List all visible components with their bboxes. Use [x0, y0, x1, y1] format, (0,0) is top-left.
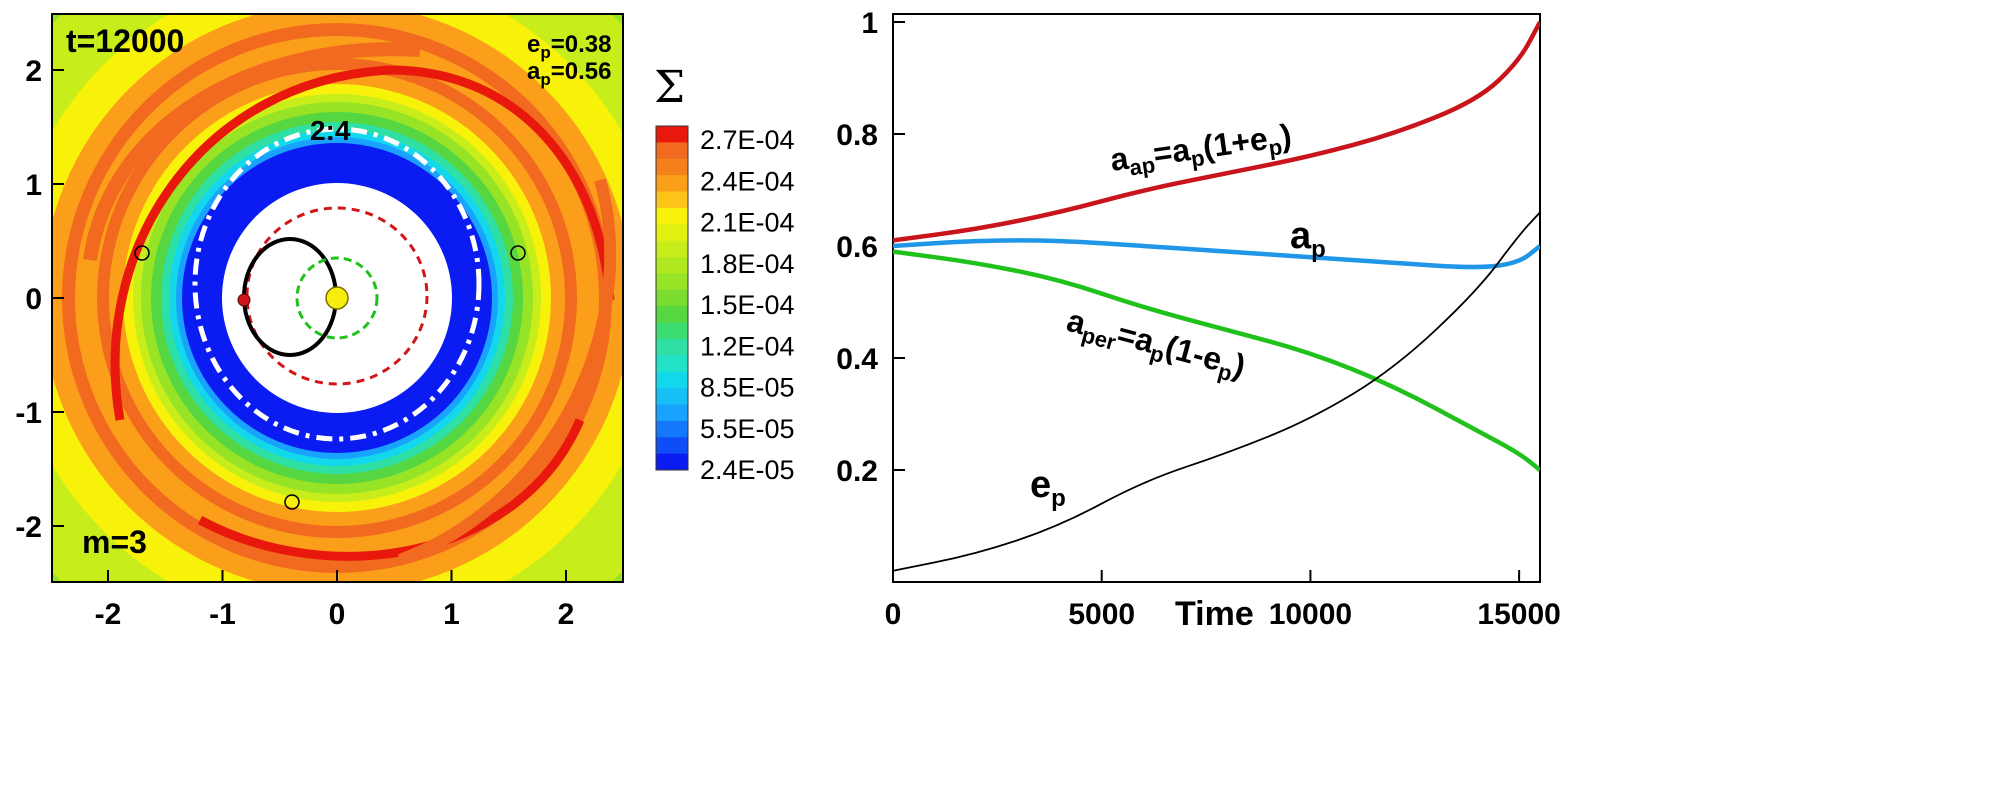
- chart-x-tick-label: 5000: [1068, 598, 1135, 631]
- colorbar-swatch: [656, 420, 688, 438]
- colorbar-level-label: 2.4E-05: [700, 455, 795, 485]
- left-y-tick-label: -1: [15, 397, 42, 430]
- colorbar-swatch: [656, 158, 688, 176]
- colorbar-level-label: 1.8E-04: [700, 249, 795, 279]
- colorbar-level-label: 2.7E-04: [700, 125, 795, 155]
- left-x-tick-label: 1: [443, 598, 460, 631]
- ep-value-label: ep=0.38: [527, 31, 611, 62]
- chart-frame: [892, 13, 1541, 583]
- left-x-tick-label: 0: [329, 598, 346, 631]
- annotation-aap: aap=ap(1+ep): [1108, 117, 1294, 183]
- density-map: [52, 14, 623, 582]
- resonance-ring: [192, 126, 482, 442]
- pericenter-orbit: [295, 256, 379, 340]
- colorbar-labels: 2.7E-04 2.4E-04 2.1E-04 1.8E-04 1.5E-04 1.2E-…: [700, 125, 795, 485]
- colorbar: Σ 2.7E-04 2.4E-04 2.1E-04 1.8E-04 1.5E-04 1.2…: [654, 62, 795, 485]
- colorbar-level-label: 5.5E-05: [700, 414, 795, 444]
- marker-circle: [134, 245, 150, 261]
- colorbar-swatch: [656, 289, 688, 307]
- left-y-axis: 2 1 0 -1 -2: [15, 55, 64, 544]
- left-y-tick-label: 1: [25, 169, 42, 202]
- colorbar-level-label: 2.1E-04: [700, 208, 795, 238]
- colorbar-title: Σ: [654, 62, 685, 113]
- chart-y-tick-label: 0.8: [836, 119, 878, 152]
- colorbar-swatch: [656, 355, 688, 373]
- chart-y-tick-label: 1: [861, 7, 878, 40]
- colorbar-swatch: [656, 371, 688, 389]
- spiral-arm-4: [397, 178, 617, 566]
- colorbar-swatches: [655, 125, 689, 471]
- annotation-ep: ep: [1030, 464, 1066, 512]
- marker-circle: [510, 245, 526, 261]
- colorbar-level-label: 1.5E-04: [700, 290, 795, 320]
- time-label: t=12000: [66, 23, 184, 59]
- left-x-axis: -2 -1 0 1 2: [95, 570, 575, 631]
- chart-y-tick-label: 0.2: [836, 455, 878, 488]
- colorbar-swatch: [656, 453, 688, 471]
- colorbar-swatch: [656, 322, 688, 340]
- colorbar-frame: [655, 125, 689, 471]
- left-y-tick-label: -2: [15, 511, 42, 544]
- ap-value-label: ap=0.56: [527, 58, 611, 89]
- left-y-tick-label: 2: [25, 55, 42, 88]
- series-line-1: [893, 238, 1540, 270]
- chart-x-tick-label: 10000: [1269, 598, 1352, 631]
- colorbar-swatch: [656, 404, 688, 422]
- chart-y-axis: 0.2 0.4 0.6 0.8 1: [836, 7, 905, 488]
- chart-x-axis: 0 5000 10000 15000: [885, 570, 1561, 631]
- colorbar-swatch: [656, 338, 688, 356]
- left-x-tick-label: -2: [95, 598, 122, 631]
- colorbar-swatch: [656, 257, 688, 274]
- left-x-tick-label: 2: [558, 598, 575, 631]
- series-line-0: [893, 20, 1540, 243]
- colorbar-level-label: 1.2E-04: [700, 331, 795, 361]
- left-y-tick-label: 0: [25, 283, 42, 316]
- colorbar-swatch: [656, 240, 688, 258]
- resonance-label: 2:4: [310, 115, 351, 146]
- colorbar-swatch: [656, 175, 688, 193]
- spiral-arm-3: [83, 42, 421, 261]
- chart-series: [893, 20, 1540, 572]
- mode-label: m=3: [82, 524, 147, 560]
- colorbar-swatch: [656, 273, 688, 291]
- colorbar-level-label: 8.5E-05: [700, 373, 795, 403]
- colorbar-swatch: [656, 224, 688, 242]
- colorbar-swatch: [656, 207, 688, 225]
- annotation-ap: ap: [1290, 215, 1326, 263]
- chart-x-tick-label: 0: [885, 598, 902, 631]
- colorbar-swatch: [656, 191, 688, 209]
- left-x-tick-label: -1: [209, 598, 236, 631]
- orbit-evolution-chart: 0 5000 10000 15000 0.2 0.4 0.6 0.8 1 Time aap=a…: [836, 7, 1561, 633]
- colorbar-swatch: [656, 126, 688, 143]
- star: [325, 286, 349, 310]
- chart-y-tick-label: 0.4: [836, 343, 878, 376]
- colorbar-swatch: [656, 437, 688, 455]
- density-map-panel: -2 -1 0 1 2 210-1-2 t=12000 m=3 2:4 ep=0.38 …: [15, 13, 624, 631]
- chart-x-tick-label: 15000: [1477, 598, 1560, 631]
- series-line-2: [893, 249, 1540, 472]
- colorbar-level-label: 2.4E-04: [700, 166, 795, 196]
- series-line-3: [893, 211, 1540, 572]
- chart-y-tick-label: 0.6: [836, 231, 878, 264]
- spiral-arm-1: [110, 65, 615, 421]
- colorbar-swatch: [656, 142, 688, 160]
- planet: [237, 293, 251, 307]
- colorbar-swatch: [656, 388, 688, 405]
- marker-circle: [284, 494, 300, 510]
- colorbar-swatch: [656, 306, 688, 324]
- apocenter-orbit: [245, 206, 429, 386]
- x-axis-title: Time: [1175, 595, 1254, 633]
